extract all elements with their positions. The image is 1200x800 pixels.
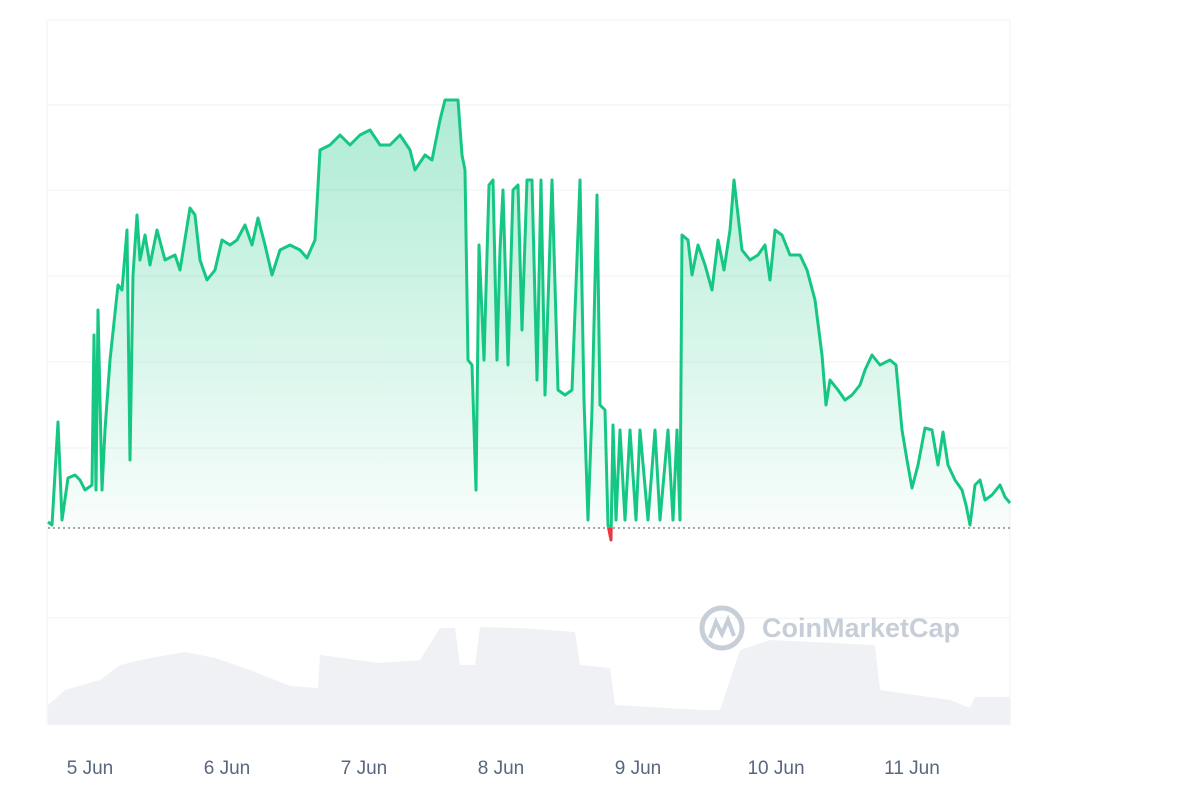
x-tick-label: 11 Jun <box>884 758 940 779</box>
x-tick-label: 8 Jun <box>478 758 524 779</box>
plot: 5 Jun 6 Jun 7 Jun 8 Jun 9 Jun 10 Jun 11 Jun <box>47 98 1012 779</box>
volume-area <box>48 627 1010 725</box>
x-tick-label: 10 Jun <box>747 758 804 779</box>
price-line <box>47 98 1012 528</box>
x-tick-label: 5 Jun <box>67 758 113 779</box>
price-area <box>48 100 1010 528</box>
x-tick-label: 7 Jun <box>341 758 387 779</box>
x-tick-label: 9 Jun <box>615 758 661 779</box>
x-tick-label: 6 Jun <box>204 758 250 779</box>
logo-mark <box>708 614 736 639</box>
logo <box>699 605 745 651</box>
watermark-text: CoinMarketCap <box>762 613 960 643</box>
watermark: CoinMarketCap <box>699 605 960 651</box>
